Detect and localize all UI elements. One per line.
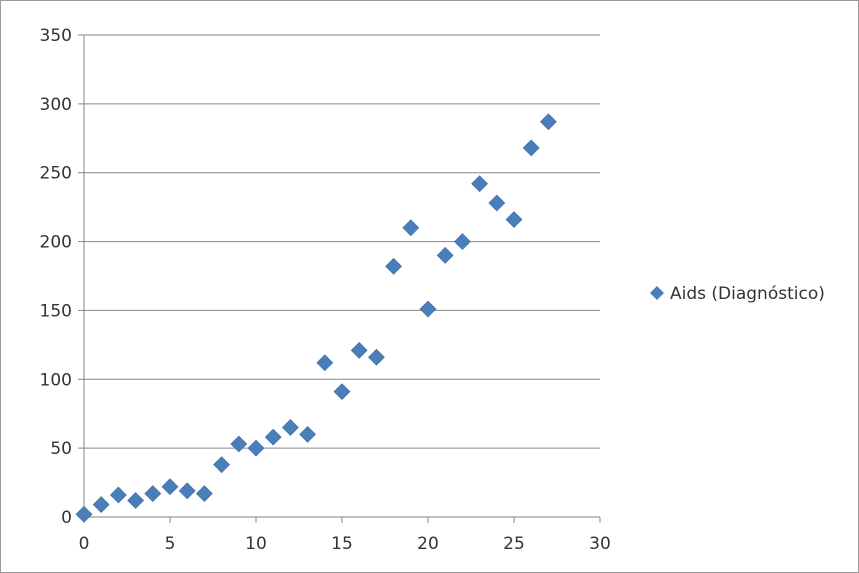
data-point-11 — [264, 428, 282, 446]
legend: Aids (Diagnóstico) — [650, 284, 825, 304]
data-point-15 — [333, 383, 351, 401]
axes — [78, 34, 601, 523]
data-point-0 — [75, 505, 93, 523]
data-point-24 — [488, 194, 506, 212]
y-tick-label-4: 200 — [40, 233, 72, 253]
x-tick-label-6: 30 — [589, 534, 611, 554]
data-point-10 — [247, 439, 265, 457]
legend-label: Aids (Diagnóstico) — [670, 284, 825, 304]
data-point-6 — [178, 482, 196, 500]
data-point-22 — [453, 233, 471, 250]
data-point-16 — [350, 341, 368, 359]
data-point-4 — [144, 485, 162, 503]
y-axis-tick-labels: 0 50 100 150 200 250 300 350 — [40, 26, 72, 528]
x-tick-label-3: 15 — [331, 534, 353, 554]
data-point-27 — [539, 113, 557, 131]
data-point-9 — [230, 435, 248, 453]
data-point-1 — [92, 496, 110, 514]
data-point-25 — [505, 211, 523, 228]
x-tick-label-5: 25 — [503, 534, 525, 554]
y-tick-label-0: 0 — [61, 508, 72, 528]
data-point-19 — [402, 219, 420, 237]
data-point-2 — [109, 486, 127, 504]
x-tick-label-2: 10 — [245, 534, 267, 554]
data-point-23 — [471, 175, 489, 193]
x-axis-tick-labels: 0 5 10 15 20 25 30 — [79, 534, 611, 554]
legend-marker-icon — [650, 286, 664, 300]
data-point-7 — [195, 485, 213, 503]
data-point-5 — [161, 478, 179, 496]
data-point-3 — [127, 492, 145, 509]
y-tick-label-7: 350 — [40, 26, 72, 46]
data-point-13 — [299, 425, 317, 443]
data-points — [75, 113, 557, 523]
data-point-26 — [522, 139, 540, 157]
data-point-21 — [436, 246, 454, 264]
data-point-17 — [367, 348, 385, 366]
x-tick-label-1: 5 — [165, 534, 176, 554]
y-tick-label-5: 250 — [40, 164, 72, 184]
gridlines — [84, 34, 600, 449]
x-tick-label-0: 0 — [79, 534, 90, 554]
y-tick-label-6: 300 — [40, 95, 72, 115]
y-tick-label-1: 50 — [50, 439, 72, 459]
data-point-14 — [316, 354, 334, 372]
data-point-12 — [281, 419, 299, 436]
data-point-18 — [385, 257, 403, 275]
y-tick-label-3: 150 — [40, 301, 72, 321]
y-tick-label-2: 100 — [40, 370, 72, 390]
x-tick-label-4: 20 — [417, 534, 439, 554]
data-point-20 — [419, 300, 437, 318]
data-point-8 — [213, 456, 231, 474]
